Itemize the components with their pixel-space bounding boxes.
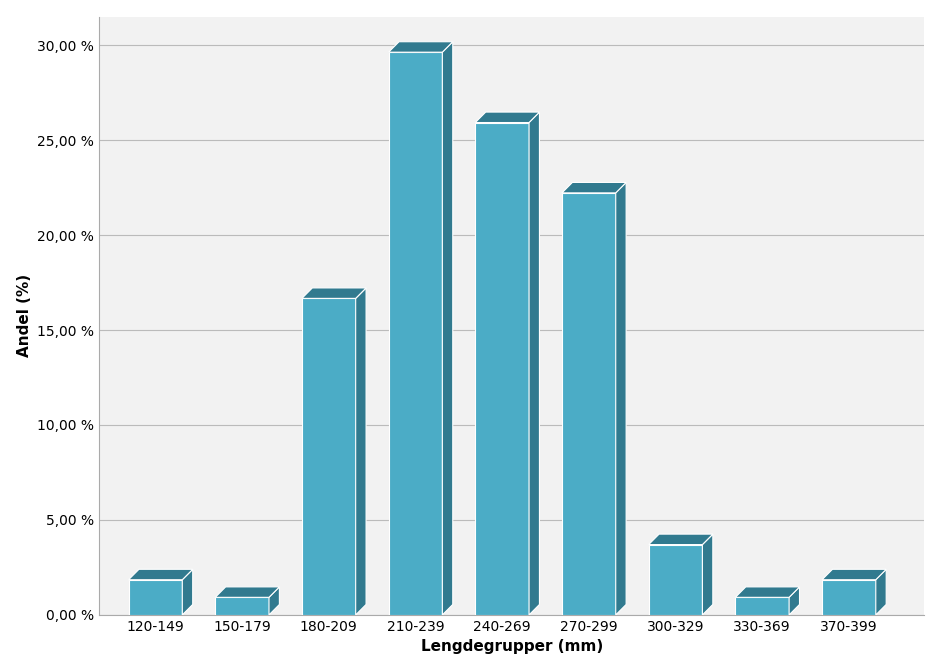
Polygon shape [822, 605, 886, 615]
Polygon shape [215, 597, 269, 615]
Polygon shape [822, 569, 886, 580]
Polygon shape [789, 587, 800, 615]
Polygon shape [302, 299, 356, 615]
Polygon shape [562, 183, 626, 193]
Polygon shape [129, 580, 183, 615]
Polygon shape [735, 605, 800, 615]
Polygon shape [215, 605, 279, 615]
Polygon shape [615, 183, 626, 615]
Polygon shape [475, 123, 529, 615]
Polygon shape [302, 605, 366, 615]
X-axis label: Lengdegrupper (mm): Lengdegrupper (mm) [421, 639, 603, 654]
Polygon shape [129, 605, 193, 615]
Polygon shape [475, 605, 539, 615]
Polygon shape [529, 112, 539, 615]
Polygon shape [735, 587, 800, 597]
Polygon shape [269, 587, 279, 615]
Polygon shape [302, 288, 366, 299]
Y-axis label: Andel (%): Andel (%) [17, 274, 32, 358]
Polygon shape [876, 569, 886, 615]
Polygon shape [562, 193, 615, 615]
Polygon shape [735, 597, 789, 615]
Polygon shape [475, 112, 539, 123]
Polygon shape [183, 569, 193, 615]
Polygon shape [822, 580, 876, 615]
Polygon shape [389, 42, 453, 52]
Polygon shape [702, 534, 713, 615]
Polygon shape [356, 288, 366, 615]
Polygon shape [648, 534, 713, 545]
Polygon shape [215, 587, 279, 597]
Polygon shape [389, 52, 442, 615]
Polygon shape [129, 569, 193, 580]
Polygon shape [389, 605, 453, 615]
Polygon shape [648, 545, 702, 615]
Polygon shape [562, 605, 626, 615]
Polygon shape [648, 605, 713, 615]
Polygon shape [442, 42, 453, 615]
